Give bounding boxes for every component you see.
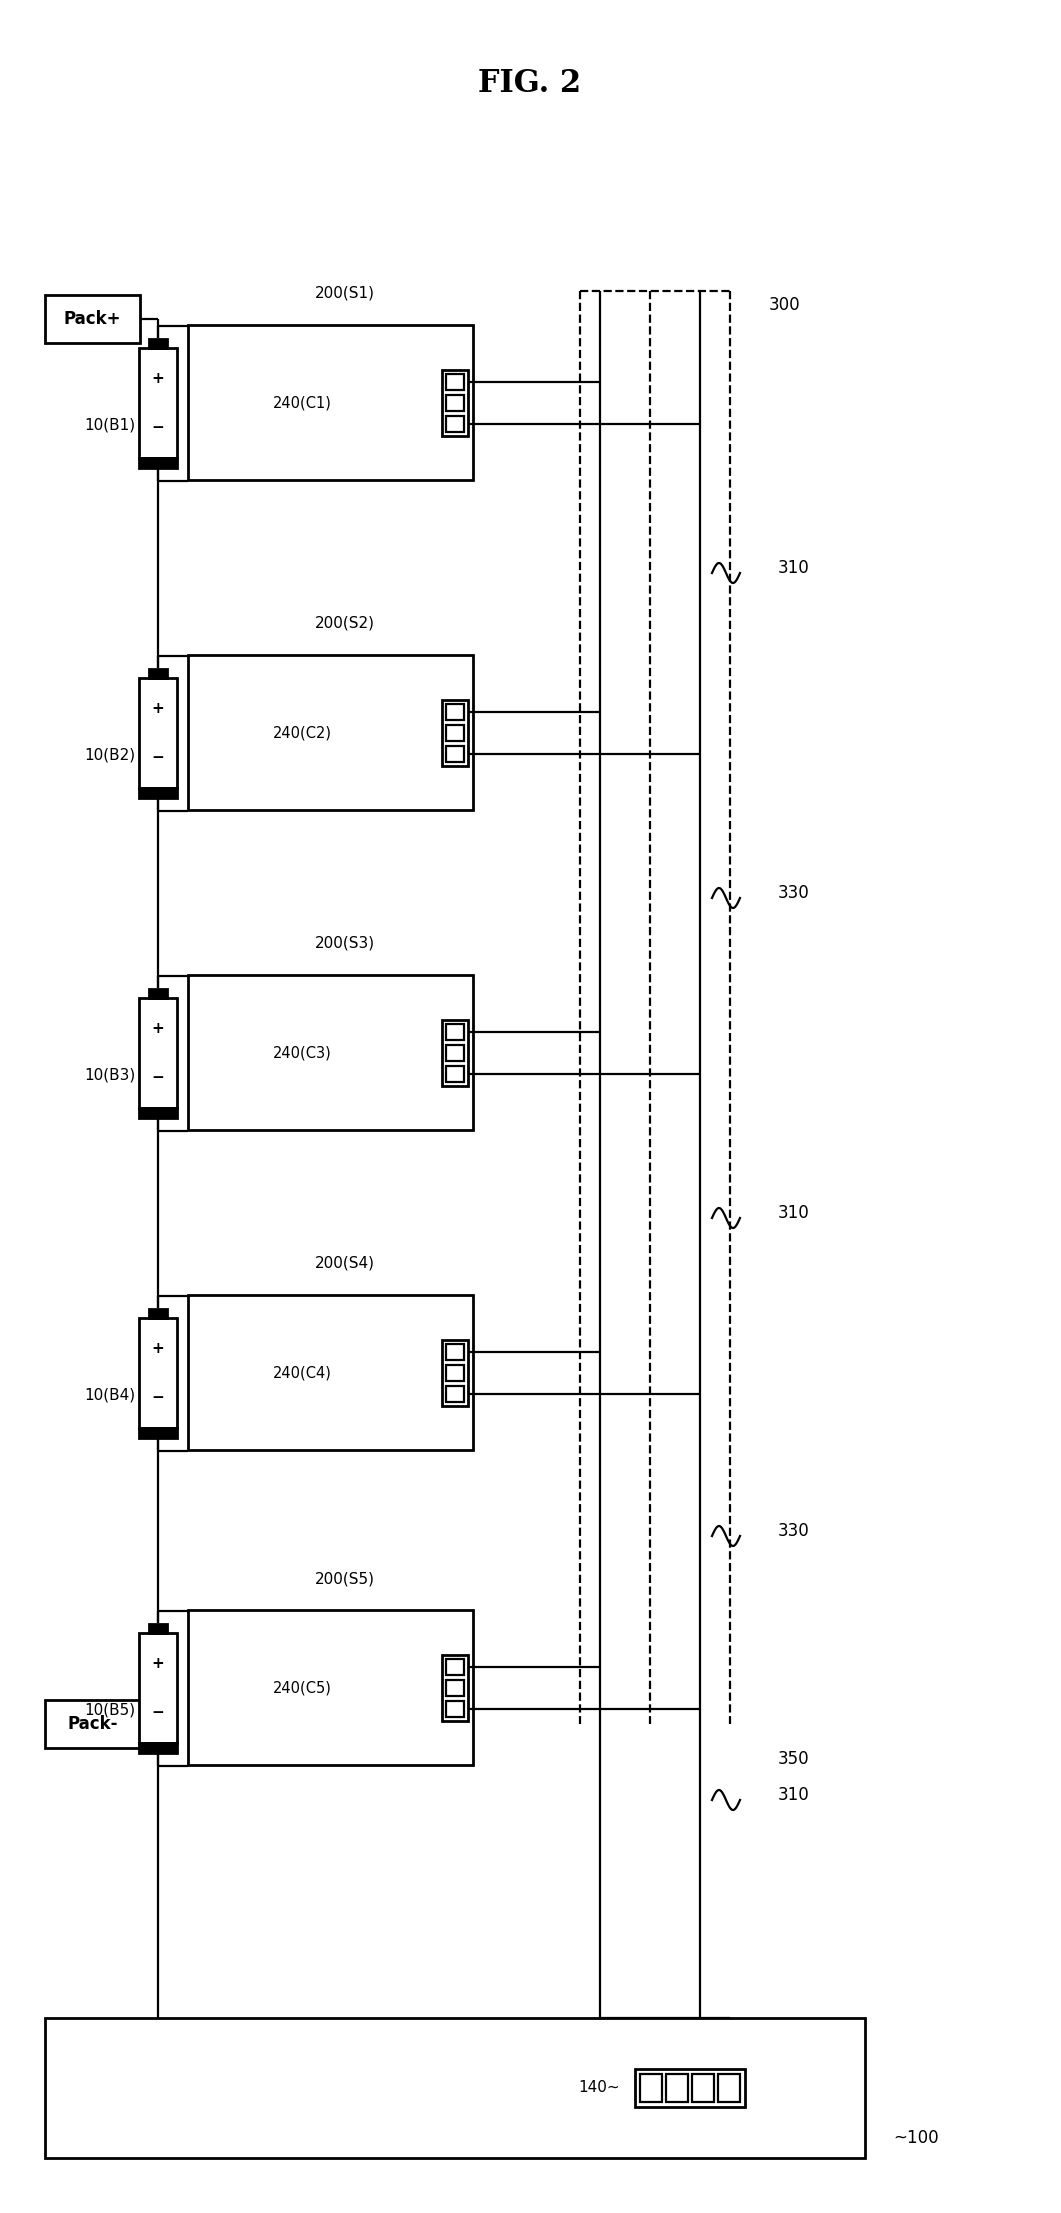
Bar (188, 976, 473, 1131)
Bar (45, 2018, 865, 2158)
Text: 10(B3): 10(B3) (84, 1067, 135, 1082)
Text: 310: 310 (778, 1786, 810, 1804)
Bar (446, 1385, 464, 1403)
Text: +: + (152, 1022, 164, 1036)
Bar (139, 788, 177, 799)
Bar (139, 677, 177, 788)
Text: 300: 300 (769, 297, 801, 314)
Bar (139, 1427, 177, 1438)
Text: 240(C5): 240(C5) (273, 1680, 332, 1695)
Bar (139, 998, 177, 1109)
Text: +: + (152, 702, 164, 717)
Bar (446, 416, 464, 432)
Text: 10(B1): 10(B1) (84, 418, 135, 432)
Bar (446, 1025, 464, 1040)
Text: 310: 310 (778, 1204, 810, 1222)
Bar (446, 1343, 464, 1361)
Text: 310: 310 (778, 560, 810, 578)
Text: 350: 350 (778, 1750, 810, 1768)
Bar (139, 1319, 177, 1427)
Text: 240(C4): 240(C4) (273, 1365, 332, 1381)
Bar (446, 1067, 464, 1082)
Bar (446, 1365, 464, 1381)
Text: ~100: ~100 (893, 2129, 939, 2147)
Bar (139, 1744, 177, 1753)
Bar (139, 347, 177, 458)
Bar (188, 325, 473, 480)
Bar (188, 1295, 473, 1450)
Text: 200(S5): 200(S5) (315, 1571, 375, 1587)
Bar (666, 2074, 688, 2102)
Bar (150, 989, 167, 998)
Bar (446, 394, 464, 412)
Bar (640, 2074, 662, 2102)
Text: 200(S2): 200(S2) (315, 615, 375, 631)
Text: −: − (152, 1704, 164, 1720)
Bar (446, 374, 464, 389)
Bar (139, 1633, 177, 1744)
Text: 140~: 140~ (578, 2080, 620, 2096)
Text: 200(S1): 200(S1) (315, 285, 375, 301)
Text: +: + (152, 372, 164, 387)
Text: −: − (152, 750, 164, 766)
Bar (150, 1624, 167, 1633)
Text: 240(C2): 240(C2) (273, 726, 332, 741)
Text: 240(C3): 240(C3) (273, 1045, 332, 1060)
Text: 330: 330 (778, 1523, 810, 1540)
Text: +: + (152, 1341, 164, 1357)
Text: −: − (152, 420, 164, 434)
Bar (446, 1680, 464, 1695)
Text: Pack-: Pack- (67, 1715, 118, 1733)
Bar (446, 746, 464, 761)
Bar (150, 1310, 167, 1319)
Bar (446, 1702, 464, 1717)
Text: −: − (152, 1390, 164, 1405)
Bar (442, 1655, 468, 1722)
Text: 10(B2): 10(B2) (84, 748, 135, 763)
Bar (139, 458, 177, 467)
Bar (446, 1660, 464, 1675)
Bar (45, 294, 140, 343)
Text: 10(B5): 10(B5) (84, 1702, 135, 1717)
Bar (442, 699, 468, 766)
Bar (45, 1700, 140, 1748)
Bar (446, 726, 464, 741)
Bar (442, 370, 468, 436)
Bar (188, 1611, 473, 1766)
Bar (139, 1109, 177, 1118)
Bar (692, 2074, 714, 2102)
Bar (446, 704, 464, 719)
Text: 10(B4): 10(B4) (84, 1388, 135, 1403)
Bar (634, 2069, 745, 2107)
Bar (718, 2074, 740, 2102)
Text: 200(S3): 200(S3) (315, 936, 375, 952)
Bar (150, 339, 167, 347)
Bar (442, 1020, 468, 1087)
Text: +: + (152, 1655, 164, 1671)
Text: 330: 330 (778, 883, 810, 903)
Text: FIG. 2: FIG. 2 (479, 69, 581, 100)
Text: −: − (152, 1069, 164, 1084)
Bar (150, 668, 167, 677)
Text: 200(S4): 200(S4) (315, 1257, 375, 1270)
Text: Pack+: Pack+ (64, 310, 121, 328)
Text: 240(C1): 240(C1) (273, 396, 332, 409)
Bar (442, 1341, 468, 1405)
Bar (446, 1045, 464, 1060)
Bar (188, 655, 473, 810)
